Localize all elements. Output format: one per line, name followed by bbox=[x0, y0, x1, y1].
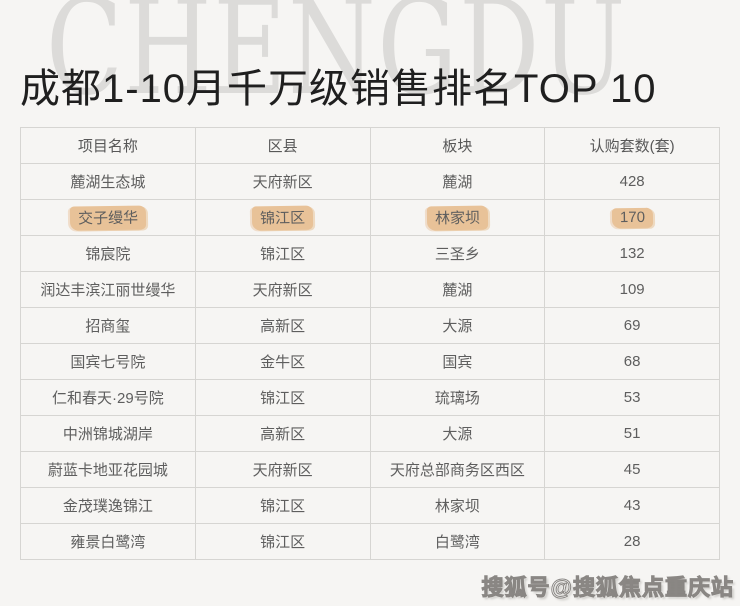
table-cell: 大源 bbox=[369, 415, 546, 452]
table-row: 中洲锦城湖岸 高新区 大源 51 bbox=[20, 415, 720, 452]
header-cell: 板块 bbox=[369, 127, 546, 164]
table-row: 交子缦华 锦江区 林家坝 170 bbox=[20, 199, 720, 236]
header-cell: 区县 bbox=[194, 127, 371, 164]
table-cell: 金牛区 bbox=[194, 343, 371, 380]
table-cell: 麓湖生态城 bbox=[20, 163, 196, 200]
table-cell: 天府新区 bbox=[194, 163, 371, 200]
table-row: 锦宸院 锦江区 三圣乡 132 bbox=[20, 235, 720, 272]
sohu-footer-watermark: 搜狐号@搜狐焦点重庆站 bbox=[481, 575, 734, 601]
table-cell: 锦江区 bbox=[194, 199, 371, 236]
table-cell: 国宾七号院 bbox=[20, 343, 196, 380]
table-cell: 琉璃场 bbox=[369, 379, 546, 416]
table-cell: 林家坝 bbox=[369, 199, 546, 236]
table-row: 润达丰滨江丽世缦华 天府新区 麓湖 109 bbox=[20, 271, 720, 308]
table-cell: 锦江区 bbox=[194, 235, 371, 272]
table-cell: 大源 bbox=[369, 307, 546, 344]
table-cell: 林家坝 bbox=[369, 487, 546, 524]
table-row: 雍景白鹭湾 锦江区 白鹭湾 28 bbox=[20, 523, 720, 560]
table-body: 麓湖生态城 天府新区 麓湖 428 交子缦华 锦江区 林家坝 170 锦宸院 锦江区 三圣乡 132 润… bbox=[20, 163, 720, 560]
table-cell: 锦江区 bbox=[194, 379, 371, 416]
table-cell: 天府新区 bbox=[194, 271, 371, 308]
table-cell: 69 bbox=[544, 307, 720, 344]
table-row: 仁和春天·29号院 锦江区 琉璃场 53 bbox=[20, 379, 720, 416]
table-cell: 麓湖 bbox=[369, 271, 546, 308]
sales-ranking-table: 项目名称 区县 板块 认购套数(套) 麓湖生态城 天府新区 麓湖 428 交子缦华 锦江区 林家坝… bbox=[20, 127, 720, 560]
table-cell: 高新区 bbox=[194, 415, 371, 452]
header-cell: 项目名称 bbox=[20, 127, 196, 164]
table-cell: 三圣乡 bbox=[369, 235, 546, 272]
header-cell: 认购套数(套) bbox=[544, 127, 720, 164]
table-cell: 锦江区 bbox=[194, 487, 371, 524]
table-cell: 仁和春天·29号院 bbox=[20, 379, 196, 416]
table-cell: 68 bbox=[544, 343, 720, 380]
table-cell: 45 bbox=[544, 451, 720, 488]
table-header-row: 项目名称 区县 板块 认购套数(套) bbox=[20, 127, 720, 164]
table-cell: 132 bbox=[544, 235, 720, 272]
highlight-mark: 林家坝 bbox=[426, 205, 489, 230]
table-cell: 麓湖 bbox=[369, 163, 546, 200]
table-row: 蔚蓝卡地亚花园城 天府新区 天府总部商务区西区 45 bbox=[20, 451, 720, 488]
table-cell: 锦宸院 bbox=[20, 235, 196, 272]
table-cell: 428 bbox=[544, 163, 720, 200]
table-cell: 蔚蓝卡地亚花园城 bbox=[20, 451, 196, 488]
table-row: 招商玺 高新区 大源 69 bbox=[20, 307, 720, 344]
table-cell: 高新区 bbox=[194, 307, 371, 344]
highlight-mark: 170 bbox=[611, 207, 653, 228]
table-cell: 109 bbox=[544, 271, 720, 308]
table-cell: 白鹭湾 bbox=[369, 523, 546, 560]
table-row: 国宾七号院 金牛区 国宾 68 bbox=[20, 343, 720, 380]
chengdu-background-watermark: CHENGDU bbox=[46, 0, 628, 125]
table-cell: 金茂璞逸锦江 bbox=[20, 487, 196, 524]
table-cell: 53 bbox=[544, 379, 720, 416]
table-cell: 170 bbox=[544, 199, 720, 236]
table-cell: 招商玺 bbox=[20, 307, 196, 344]
table-cell: 28 bbox=[544, 523, 720, 560]
table-row: 麓湖生态城 天府新区 麓湖 428 bbox=[20, 163, 720, 200]
table-cell: 润达丰滨江丽世缦华 bbox=[20, 271, 196, 308]
table-cell: 雍景白鹭湾 bbox=[20, 523, 196, 560]
table-cell: 天府新区 bbox=[194, 451, 371, 488]
table-cell: 交子缦华 bbox=[20, 199, 196, 236]
table-cell: 锦江区 bbox=[194, 523, 371, 560]
highlight-mark: 锦江区 bbox=[251, 205, 314, 230]
table-cell: 国宾 bbox=[369, 343, 546, 380]
table-cell: 中洲锦城湖岸 bbox=[20, 415, 196, 452]
page-title: 成都1-10月千万级销售排名TOP 10 bbox=[20, 66, 657, 111]
table-cell: 43 bbox=[544, 487, 720, 524]
table-cell: 天府总部商务区西区 bbox=[369, 451, 546, 488]
highlight-mark: 交子缦华 bbox=[69, 204, 147, 231]
table-row: 金茂璞逸锦江 锦江区 林家坝 43 bbox=[20, 487, 720, 524]
table-cell: 51 bbox=[544, 415, 720, 452]
